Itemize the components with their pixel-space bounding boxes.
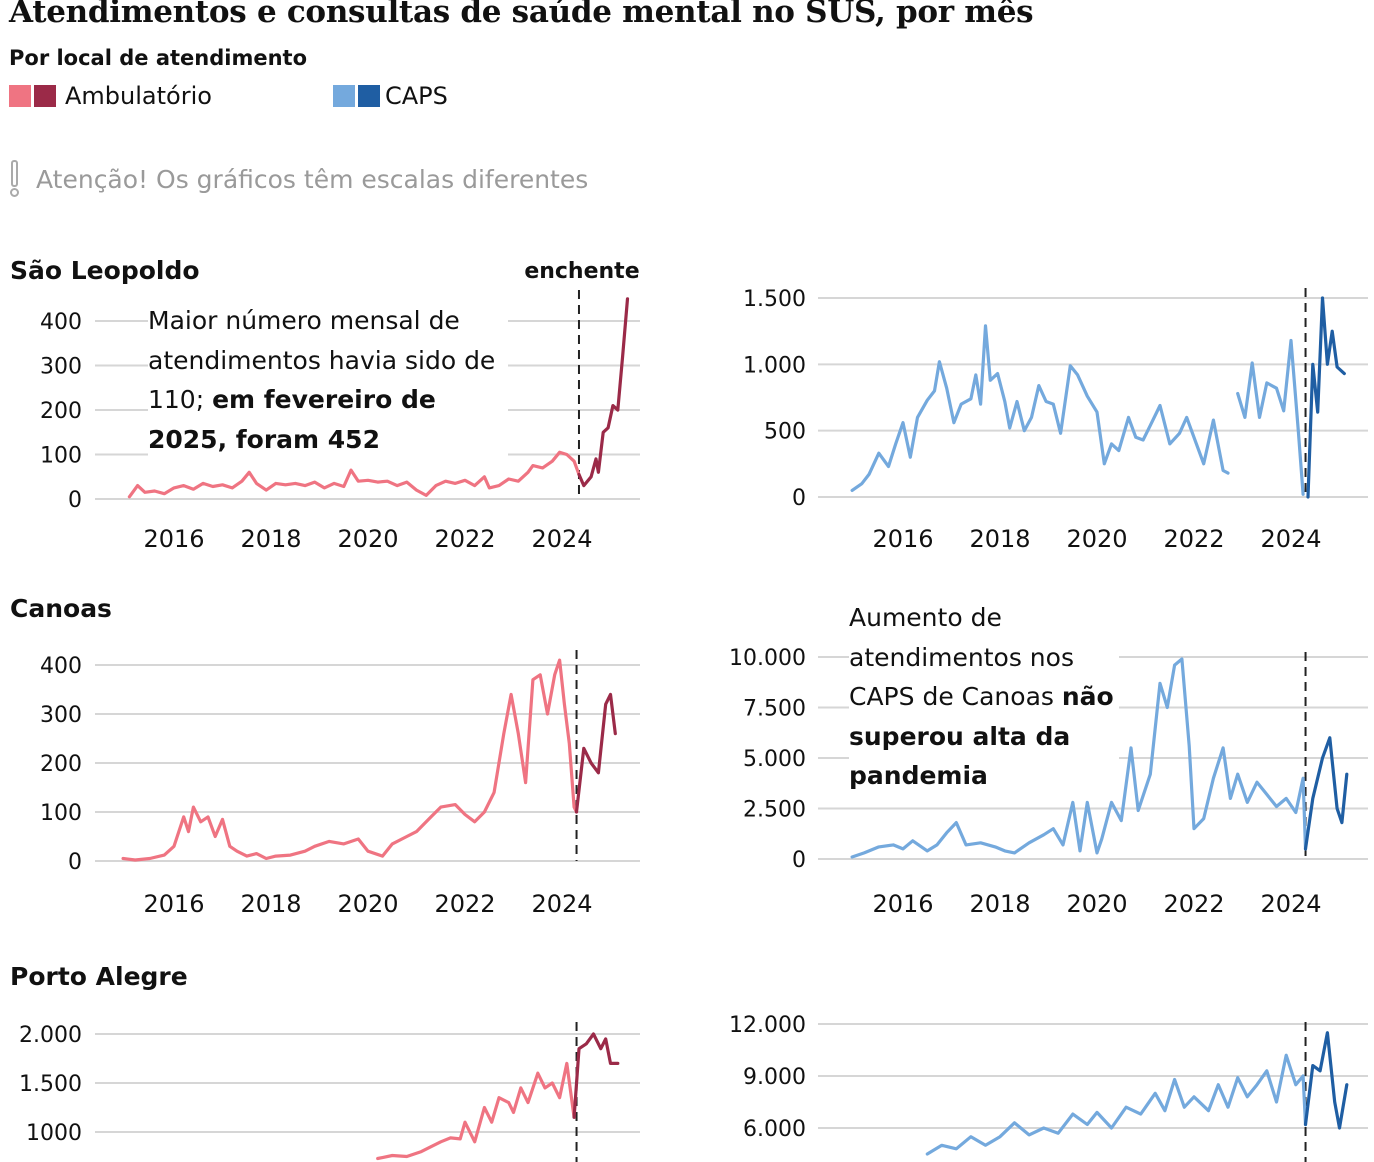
legend-swatch-caps-before bbox=[333, 85, 355, 107]
y-tick-label: 5.000 bbox=[743, 747, 806, 772]
x-tick-label: 2022 bbox=[1163, 525, 1224, 553]
chart-subtitle: Por local de atendimento bbox=[9, 46, 307, 70]
scale-warning-text: Atenção! Os gráficos têm escalas diferen… bbox=[36, 164, 589, 194]
y-tick-label: 12.000 bbox=[729, 1013, 806, 1038]
annotation-canoas-caps-text: Aumento de atendimentos nos CAPS de Cano… bbox=[849, 603, 1074, 711]
y-tick-label: 2.000 bbox=[19, 1023, 82, 1048]
chart-sao-leopoldo-ambulatorio: 0 100 200 300 400 2016 2018 2020 2022 2024 enchent… bbox=[40, 259, 640, 553]
y-tick-label: 0 bbox=[792, 486, 806, 511]
series-line-before-flood bbox=[925, 1053, 1308, 1156]
y-tick-label: 0 bbox=[68, 488, 82, 513]
x-tick-label: 2024 bbox=[531, 890, 592, 918]
x-tick-label: 2018 bbox=[240, 890, 301, 918]
annotation-sao-leopoldo-bold: em fevereiro de 2025, foram 452 bbox=[148, 385, 436, 454]
y-tick-label: 1.000 bbox=[743, 353, 806, 378]
y-tick-label: 7.500 bbox=[743, 697, 806, 722]
y-tick-label: 2.500 bbox=[743, 798, 806, 823]
flood-label: enchente bbox=[524, 259, 639, 284]
series-line-after-flood bbox=[574, 692, 617, 814]
y-tick-label: 0 bbox=[792, 848, 806, 873]
y-tick-label: 400 bbox=[40, 310, 82, 335]
scale-warning: Atenção! Os gráficos têm escalas diferen… bbox=[10, 160, 588, 198]
series-line-after-flood bbox=[1306, 296, 1346, 499]
city-title-canoas: Canoas bbox=[10, 594, 112, 623]
series-line-after-flood bbox=[1303, 736, 1349, 851]
series-line-before-flood bbox=[850, 657, 1308, 859]
series-line-after-flood bbox=[572, 1032, 620, 1119]
chart-porto-alegre-caps: 6.000 9.000 12.000 bbox=[729, 1013, 1368, 1162]
x-tick-label: 2018 bbox=[240, 525, 301, 553]
y-tick-label: 300 bbox=[40, 703, 82, 728]
annotation-canoas-caps: Aumento de atendimentos nos CAPS de Cano… bbox=[849, 598, 1119, 796]
x-tick-label: 2024 bbox=[1260, 890, 1321, 918]
legend-label-ambulatorio: Ambulatório bbox=[65, 82, 212, 110]
y-tick-label: 10.000 bbox=[729, 646, 806, 671]
x-tick-label: 2018 bbox=[969, 525, 1030, 553]
annotation-sao-leopoldo-text: Maior número mensal de atendimentos havi… bbox=[148, 306, 496, 414]
chart-title: Atendimentos e consultas de saúde mental… bbox=[9, 0, 1034, 30]
y-tick-label: 300 bbox=[40, 355, 82, 380]
chart-sao-leopoldo-caps: 0 500 1.000 1.500 2016 2018 2020 2022 2024 bbox=[743, 287, 1368, 553]
y-tick-label: 200 bbox=[40, 399, 82, 424]
x-tick-label: 2016 bbox=[143, 890, 204, 918]
legend-swatch-ambulatorio-after bbox=[34, 85, 56, 107]
x-tick-label: 2022 bbox=[1163, 890, 1224, 918]
series-line-before-flood bbox=[376, 1061, 576, 1161]
y-tick-label: 500 bbox=[764, 420, 806, 445]
city-title-porto-alegre: Porto Alegre bbox=[10, 962, 188, 991]
x-tick-label: 2016 bbox=[872, 525, 933, 553]
y-tick-label: 100 bbox=[40, 801, 82, 826]
series-line-before-flood bbox=[127, 450, 581, 499]
y-tick-label: 1000 bbox=[26, 1121, 82, 1146]
legend-ambulatorio: Ambulatório bbox=[9, 82, 212, 110]
x-tick-label: 2016 bbox=[872, 890, 933, 918]
y-tick-label: 100 bbox=[40, 444, 82, 469]
x-tick-label: 2024 bbox=[1260, 525, 1321, 553]
chart-canoas-ambulatorio: 0 100 200 300 400 2016 2018 2020 2022 2024 bbox=[40, 650, 640, 918]
x-tick-label: 2016 bbox=[143, 525, 204, 553]
x-tick-label: 2020 bbox=[337, 890, 398, 918]
chart-porto-alegre-ambulatorio: 1000 1.500 2.000 bbox=[19, 1022, 640, 1162]
series-line-before-flood bbox=[1236, 338, 1305, 496]
y-tick-label: 1.500 bbox=[743, 287, 806, 312]
series-line-after-flood bbox=[1303, 1031, 1349, 1130]
y-tick-label: 0 bbox=[68, 850, 82, 875]
legend-label-caps: CAPS bbox=[385, 82, 448, 110]
x-tick-label: 2020 bbox=[337, 525, 398, 553]
annotation-canoas-caps-bold: não superou alta da pandemia bbox=[849, 682, 1114, 790]
legend-swatch-ambulatorio-before bbox=[9, 85, 31, 107]
y-tick-label: 6.000 bbox=[743, 1117, 806, 1142]
y-tick-label: 200 bbox=[40, 752, 82, 777]
x-tick-label: 2022 bbox=[434, 525, 495, 553]
x-tick-label: 2018 bbox=[969, 890, 1030, 918]
y-tick-label: 400 bbox=[40, 654, 82, 679]
x-tick-label: 2020 bbox=[1066, 525, 1127, 553]
x-tick-label: 2022 bbox=[434, 890, 495, 918]
x-tick-label: 2020 bbox=[1066, 890, 1127, 918]
city-title-sao-leopoldo: São Leopoldo bbox=[10, 256, 200, 285]
series-line-after-flood bbox=[577, 297, 630, 488]
y-tick-label: 9.000 bbox=[743, 1065, 806, 1090]
series-line-before-flood bbox=[850, 324, 1230, 492]
y-tick-label: 1.500 bbox=[19, 1072, 82, 1097]
exclamation-icon bbox=[10, 160, 20, 198]
series-line-before-flood bbox=[121, 658, 579, 862]
annotation-sao-leopoldo: Maior número mensal de atendimentos havi… bbox=[148, 301, 508, 459]
legend-swatch-caps-after bbox=[358, 85, 380, 107]
legend-caps: CAPS bbox=[333, 82, 448, 110]
x-tick-label: 2024 bbox=[531, 525, 592, 553]
